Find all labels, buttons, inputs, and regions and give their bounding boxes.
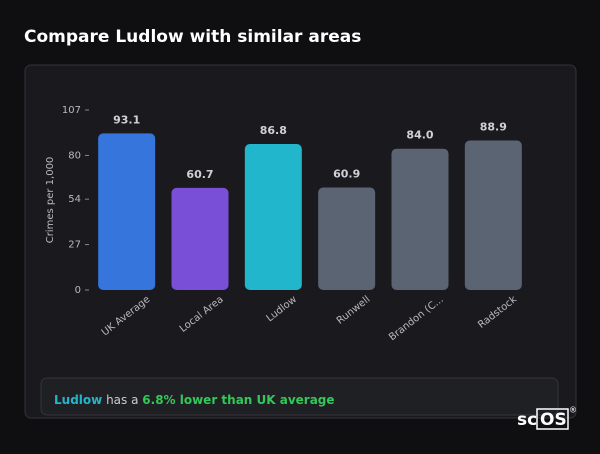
value-label: 60.7 [186, 168, 213, 181]
summary-text: Ludlow has a 6.8% lower than UK average [54, 393, 335, 407]
bar [391, 148, 449, 290]
value-label: 84.0 [406, 129, 433, 142]
page-title: Compare Ludlow with similar areas [24, 27, 361, 47]
y-tick-label: 107 [62, 105, 81, 116]
logo-right: OS [540, 410, 567, 430]
summary-connector: has a [106, 393, 138, 407]
y-tick-label: 80 [68, 150, 81, 161]
summary-place: Ludlow [54, 393, 102, 407]
logo-frame [536, 408, 569, 430]
value-label: 86.8 [260, 124, 287, 137]
bar [98, 133, 156, 290]
bar [171, 187, 229, 290]
y-tick-label: 54 [68, 194, 81, 205]
value-label: 93.1 [113, 113, 140, 126]
bar [464, 140, 522, 290]
y-axis-label: Crimes per 1,000 [45, 157, 56, 244]
summary-highlight: 6.8% lower than UK average [142, 393, 334, 407]
logo-mark: ® [569, 406, 577, 415]
logo-left: sc [517, 410, 537, 430]
bar [318, 187, 376, 290]
y-tick-label: 0 [75, 285, 81, 296]
bar [244, 143, 302, 290]
summary-box [40, 377, 559, 416]
value-label: 60.9 [333, 168, 360, 181]
y-tick-label: 27 [68, 240, 81, 251]
value-label: 88.9 [480, 120, 507, 133]
